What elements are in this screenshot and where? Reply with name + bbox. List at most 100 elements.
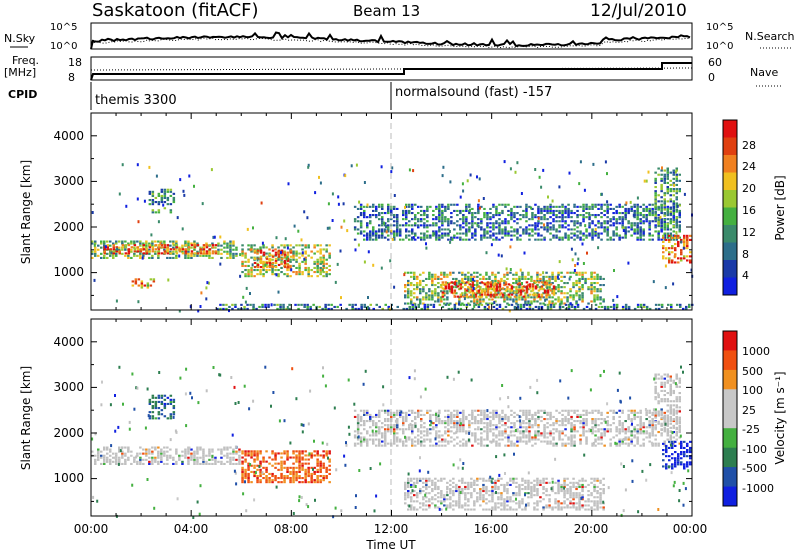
range-gate-cell (573, 442, 576, 445)
range-gate-cell (232, 256, 235, 259)
range-gate-cell (256, 456, 259, 459)
range-gate-cell (277, 258, 280, 261)
range-gate-cell (441, 218, 444, 221)
range-gate-cell (536, 292, 539, 295)
range-gate-cell (486, 236, 489, 239)
range-gate-cell (489, 415, 492, 418)
range-gate-cell (570, 409, 573, 412)
range-gate-cell (486, 293, 490, 296)
range-gate-cell (437, 300, 440, 303)
range-gate-cell (133, 254, 136, 257)
range-gate-cell (151, 203, 155, 206)
range-gate-cell (441, 234, 444, 237)
range-gate-cell (606, 209, 609, 212)
range-gate-cell (366, 442, 369, 445)
range-gate-cell (366, 234, 369, 237)
range-gate-cell (483, 438, 486, 441)
range-gate-cell (148, 411, 152, 414)
range-gate-cell (169, 394, 173, 397)
range-gate-cell (310, 454, 313, 457)
range-gate-cell (593, 275, 596, 278)
range-gate-cell (473, 300, 476, 303)
range-gate-cell (534, 411, 537, 414)
range-gate-cell (537, 232, 540, 235)
range-gate-cell (542, 168, 545, 172)
range-gate-cell (283, 477, 286, 480)
range-gate-cell (416, 282, 419, 285)
range-gate-cell (375, 238, 378, 241)
range-gate-cell (521, 296, 524, 299)
range-gate-cell (471, 207, 474, 210)
range-gate-cell (537, 295, 541, 298)
range-gate-cell (573, 420, 576, 423)
range-gate-cell (633, 307, 637, 310)
range-gate-cell (648, 440, 651, 443)
range-gate-cell (624, 230, 627, 233)
range-gate-cell (148, 417, 152, 420)
range-gate-cell (414, 305, 417, 308)
range-gate-cell (660, 188, 663, 191)
range-gate-cell (636, 222, 639, 225)
range-gate-cell (536, 224, 539, 228)
range-gate-cell (146, 286, 150, 289)
range-gate-cell (271, 472, 274, 475)
range-gate-cell (167, 278, 170, 282)
range-gate-cell (220, 460, 223, 463)
range-gate-cell (636, 226, 639, 229)
range-gate-cell (420, 436, 423, 439)
range-gate-cell (247, 275, 250, 278)
range-gate-cell (393, 216, 396, 219)
range-gate-cell (509, 245, 512, 249)
range-gate-cell (483, 289, 487, 292)
range-gate-cell (537, 415, 540, 418)
range-gate-cell (319, 460, 322, 463)
range-gate-cell (438, 409, 441, 412)
range-gate-cell (100, 252, 103, 255)
range-gate-cell (184, 242, 187, 245)
range-gate-cell (387, 413, 390, 416)
range-gate-cell (301, 273, 304, 276)
range-gate-cell (283, 251, 287, 254)
range-gate-cell (381, 216, 384, 219)
range-gate-cell (265, 266, 269, 269)
range-gate-cell (253, 454, 256, 457)
range-gate-cell (546, 207, 549, 210)
range-gate-cell (464, 282, 467, 285)
range-gate-cell (103, 256, 106, 259)
range-gate-cell (678, 220, 681, 223)
range-gate-cell (304, 450, 307, 453)
range-gate-cell (533, 282, 536, 285)
range-gate-cell (419, 273, 422, 276)
range-gate-cell (585, 438, 588, 441)
range-gate-cell (521, 273, 524, 276)
range-gate-cell (277, 452, 280, 455)
range-gate-cell (669, 171, 672, 174)
range-gate-cell (572, 286, 575, 289)
range-gate-cell (453, 236, 456, 239)
range-gate-cell (447, 428, 450, 431)
range-gate-cell (470, 290, 473, 293)
range-gate-cell (405, 440, 408, 443)
range-gate-cell (597, 411, 600, 414)
range-gate-cell (169, 256, 172, 259)
range-gate-cell (615, 232, 618, 235)
range-gate-cell (298, 470, 301, 473)
range-gate-cell (307, 271, 310, 274)
range-gate-cell (588, 232, 591, 235)
range-gate-cell (402, 428, 405, 431)
range-gate-cell (669, 179, 672, 182)
range-gate-cell (229, 458, 232, 461)
range-gate-cell (322, 266, 325, 269)
range-gate-cell (452, 277, 455, 280)
range-gate-cell (160, 188, 164, 191)
range-gate-cell (561, 203, 564, 206)
range-gate-cell (573, 205, 576, 208)
range-gate-cell (627, 207, 630, 210)
range-gate-cell (441, 438, 444, 441)
range-gate-cell (525, 409, 528, 412)
range-gate-cell (453, 281, 457, 284)
range-gate-cell (283, 244, 286, 247)
range-gate-cell (657, 307, 661, 310)
range-gate-cell (112, 254, 115, 257)
range-gate-cell (381, 218, 384, 221)
